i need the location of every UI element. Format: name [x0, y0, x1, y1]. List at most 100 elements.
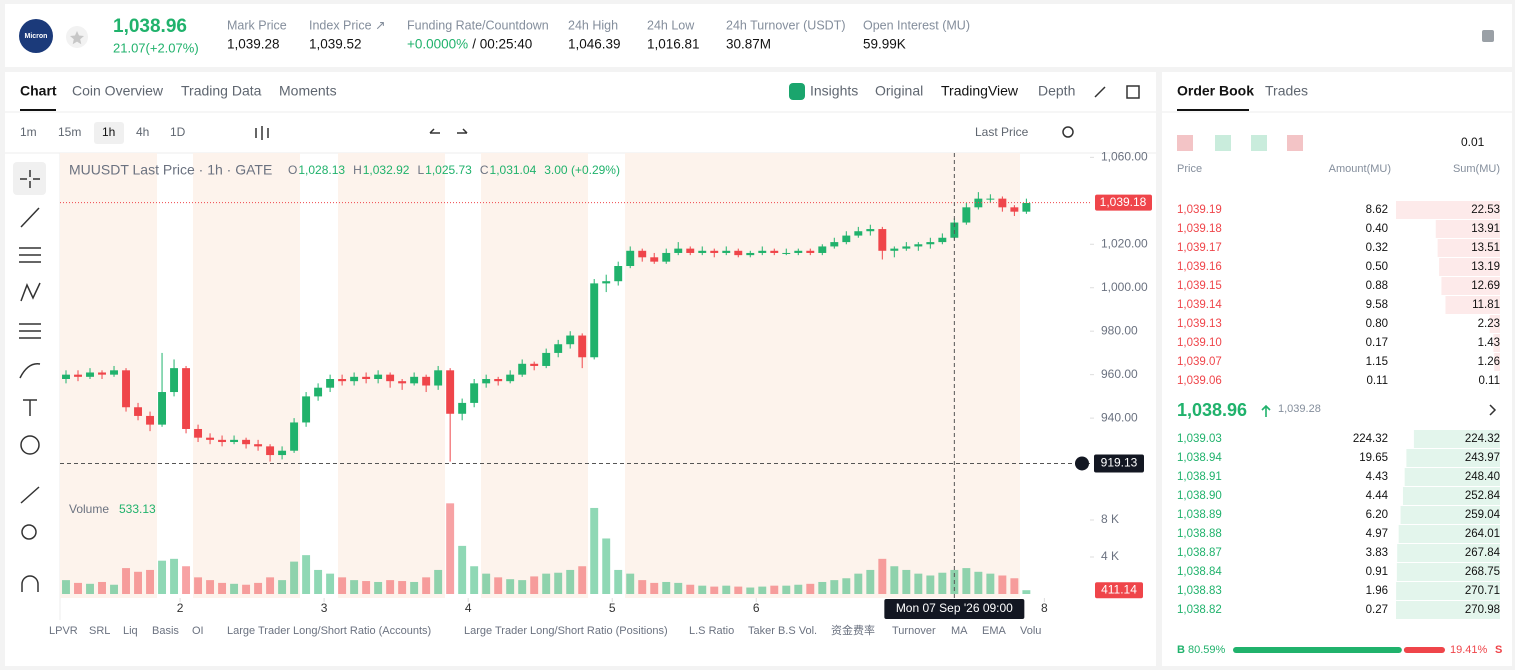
search-icon[interactable] [1062, 126, 1074, 138]
candle-body [254, 444, 263, 447]
view-tab[interactable]: Insights [810, 83, 858, 99]
depth-mode-icon[interactable] [1287, 135, 1303, 151]
volume-bar [674, 582, 683, 594]
candle-body [710, 250, 719, 253]
indicator-tab[interactable]: Liq [123, 625, 138, 637]
crosshair-add[interactable] [1075, 456, 1089, 471]
indicator-tab[interactable]: L.S Ratio [689, 625, 734, 637]
volume-bar [542, 573, 551, 594]
indicator-tab[interactable]: OI [192, 625, 204, 637]
magnet-tool[interactable] [21, 575, 39, 592]
order-book-tab[interactable]: Order Book [1177, 83, 1254, 99]
volume-bar [110, 584, 118, 594]
indicator-tab[interactable]: Volu [1020, 625, 1041, 637]
order-amount: 1.15 [1366, 356, 1388, 368]
legend-key: L [417, 163, 424, 177]
emoji-tool[interactable] [20, 435, 40, 455]
pattern-tool[interactable] [20, 282, 41, 302]
candle-body [482, 379, 491, 384]
volume-bar [926, 575, 935, 594]
price-source[interactable]: Last Price [975, 125, 1029, 139]
settings-icon[interactable] [1482, 30, 1494, 42]
last-price-box [1095, 194, 1152, 211]
ai-icon [789, 83, 805, 100]
order-price: 1,039.10 [1177, 337, 1222, 349]
measure-tool[interactable] [20, 486, 40, 504]
volume-bar [746, 587, 755, 594]
x-tick-label: 8 [1041, 601, 1048, 615]
stat-label: Funding Rate/Countdown [407, 18, 549, 32]
order-price: 1,038.88 [1177, 528, 1222, 540]
candle-body [422, 376, 431, 386]
stat-value: +0.0000% [407, 37, 468, 52]
tab[interactable]: Moments [279, 83, 337, 99]
depth-bar [1396, 201, 1500, 219]
text-tool[interactable] [23, 399, 37, 416]
brush-tool[interactable] [19, 363, 41, 379]
candle-body [866, 229, 875, 232]
channel-tool[interactable] [19, 247, 41, 263]
interval[interactable]: 1m [20, 125, 37, 139]
expand-icon[interactable] [1094, 86, 1106, 98]
crosshair-tool[interactable] [20, 170, 40, 188]
zoom-tool[interactable] [21, 524, 37, 540]
candle-type-icon[interactable] [255, 126, 269, 140]
tab[interactable]: Chart [20, 83, 57, 99]
order-sum: 13.91 [1471, 223, 1500, 235]
tab[interactable]: Coin Overview [72, 83, 164, 99]
volume-bar [158, 560, 167, 594]
view-tab[interactable]: Depth [1038, 83, 1075, 99]
indicator-tab[interactable]: Large Trader Long/Short Ratio (Positions… [464, 625, 668, 637]
interval[interactable]: 15m [58, 125, 81, 139]
trades-tab[interactable]: Trades [1265, 83, 1308, 99]
legend-value: 1,032.92 [363, 163, 410, 177]
column-header: Price [1177, 163, 1202, 175]
tab[interactable]: Trading Data [181, 83, 262, 99]
depth-mode-icon[interactable] [1177, 135, 1193, 151]
order-price: 1,038.89 [1177, 509, 1222, 521]
indicator-tab[interactable]: Taker B.S Vol. [748, 625, 817, 637]
precision[interactable]: 0.01 [1461, 135, 1485, 149]
order-sum: 248.40 [1465, 471, 1500, 483]
sell-bar [1403, 647, 1445, 653]
y-tick-label: 1,000.00 [1101, 280, 1148, 294]
indicator-tab[interactable]: LPVR [49, 625, 78, 637]
fib-tool[interactable] [19, 323, 41, 339]
order-amount: 9.58 [1366, 299, 1388, 311]
interval[interactable]: 4h [136, 125, 149, 139]
last-price-label: 1,039.18 [1100, 195, 1147, 209]
order-amount: 0.27 [1366, 604, 1388, 616]
indicator-tab[interactable]: Basis [152, 625, 179, 637]
indicator-tab[interactable]: EMA [982, 625, 1007, 637]
indicator-tab[interactable]: Large Trader Long/Short Ratio (Accounts) [227, 625, 431, 637]
indicator-tab[interactable]: MA [951, 625, 968, 637]
chevron[interactable] [1489, 404, 1497, 416]
indicator-tab[interactable]: 资金费率 [831, 623, 875, 637]
candle-body [782, 252, 791, 254]
interval[interactable]: 1D [170, 125, 186, 139]
layout-icon[interactable] [1126, 85, 1140, 99]
depth-bar [1397, 544, 1500, 562]
candle-body [638, 250, 647, 258]
depth-bar [1441, 277, 1500, 295]
y-tick-label: 960.00 [1101, 367, 1138, 381]
line-tool[interactable] [20, 207, 40, 228]
candle-body [698, 250, 707, 253]
indicator-tab[interactable]: SRL [89, 625, 110, 637]
candle-body [662, 252, 671, 262]
volume-bar [614, 569, 623, 594]
volume-bar [638, 580, 647, 594]
volume-bar [962, 568, 971, 594]
view-tab[interactable]: TradingView [941, 83, 1019, 99]
view-tab[interactable]: Original [875, 83, 923, 99]
indicator-tab[interactable]: Turnover [892, 625, 936, 637]
depth-bar [1398, 525, 1500, 543]
undo-redo[interactable] [429, 128, 468, 134]
depth-mode-icon[interactable] [1215, 135, 1231, 151]
depth-mode-icon[interactable] [1251, 135, 1267, 151]
order-amount: 6.20 [1366, 509, 1388, 521]
buy-letter: B [1177, 644, 1185, 656]
interval[interactable]: 1h [102, 125, 115, 139]
volume-bar [986, 573, 995, 594]
candle-body [350, 376, 359, 382]
